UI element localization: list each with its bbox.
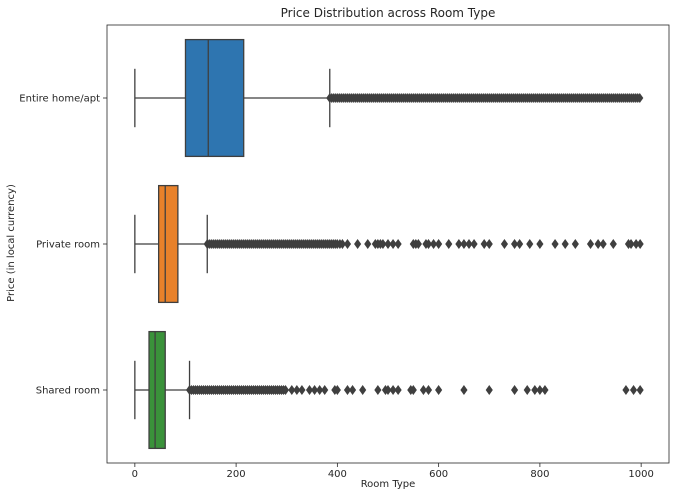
- y-tick-label: Private room: [36, 240, 100, 251]
- outlier-point: [298, 384, 306, 396]
- outlier-point: [311, 384, 319, 396]
- outlier-point: [636, 238, 644, 250]
- outlier-point: [622, 384, 630, 396]
- outlier-point: [384, 384, 392, 396]
- y-axis-label: Price (in local currency): [6, 184, 17, 302]
- outlier-point: [394, 384, 402, 396]
- outlier-point: [374, 384, 382, 396]
- outlier-point: [455, 238, 463, 250]
- x-tick-label: 0: [132, 469, 138, 480]
- outlier-point: [424, 384, 433, 396]
- outlier-point: [629, 384, 638, 396]
- y-axis-ticks: Entire home/apt Private room Shared room: [19, 94, 107, 397]
- outliers: [326, 92, 644, 104]
- x-axis-ticks: 0 200 400 600 800 1000: [132, 463, 654, 480]
- outlier-point: [470, 238, 478, 250]
- outlier-point: [636, 384, 644, 396]
- outlier-point: [586, 238, 595, 250]
- outlier-point: [561, 238, 569, 250]
- outlier-point: [338, 238, 347, 250]
- y-tick-label: Shared room: [36, 386, 100, 397]
- outlier-point: [571, 238, 579, 250]
- outlier-point: [594, 238, 602, 250]
- outlier-point: [281, 384, 290, 396]
- outlier-point: [485, 238, 493, 250]
- outlier-point: [394, 238, 402, 250]
- outlier-point: [354, 238, 362, 250]
- x-tick-label: 200: [227, 469, 246, 480]
- outlier-point: [485, 384, 493, 396]
- outlier-point: [526, 238, 534, 250]
- outlier-point: [343, 238, 352, 250]
- box: [157, 184, 179, 304]
- outlier-point: [435, 384, 443, 396]
- outliers: [203, 238, 644, 250]
- outlier-point: [465, 238, 473, 250]
- outlier-point: [424, 238, 433, 250]
- outlier-point: [409, 384, 417, 396]
- outlier-point: [511, 384, 519, 396]
- chart-title: Price Distribution across Room Type: [281, 6, 496, 20]
- outlier-point: [541, 384, 549, 396]
- outlier-point: [460, 238, 468, 250]
- outlier-point: [531, 384, 539, 396]
- x-axis-label: Room Type: [361, 479, 416, 490]
- box-group: [134, 38, 644, 158]
- outlier-point: [435, 238, 443, 250]
- outlier-point: [333, 384, 341, 396]
- x-tick-label: 800: [530, 469, 549, 480]
- outlier-point: [316, 384, 324, 396]
- box: [184, 38, 245, 158]
- box: [148, 330, 166, 450]
- outlier-point: [343, 384, 352, 396]
- outlier-point: [536, 384, 544, 396]
- box-group: [134, 330, 644, 450]
- outlier-point: [445, 238, 453, 250]
- outlier-point: [305, 384, 314, 396]
- outlier-point: [599, 238, 607, 250]
- plot-area: [134, 38, 644, 450]
- x-tick-label: 400: [328, 469, 347, 480]
- outlier-point: [480, 238, 488, 250]
- outlier-point: [627, 238, 635, 250]
- outlier-point: [636, 92, 644, 104]
- outlier-point: [321, 384, 329, 396]
- outlier-point: [511, 238, 519, 250]
- outlier-point: [364, 238, 372, 250]
- outlier-point: [359, 384, 367, 396]
- outlier-point: [293, 384, 301, 396]
- outliers: [185, 384, 644, 396]
- outlier-point: [429, 238, 438, 250]
- outlier-point: [460, 384, 468, 396]
- outlier-point: [288, 384, 296, 396]
- outlier-point: [500, 238, 509, 250]
- outlier-point: [419, 384, 428, 396]
- box-group: [134, 184, 644, 304]
- outlier-point: [384, 238, 392, 250]
- outlier-point: [348, 384, 357, 396]
- outlier-point: [389, 238, 397, 250]
- y-tick-label: Entire home/apt: [19, 94, 100, 105]
- outlier-point: [389, 384, 397, 396]
- outlier-point: [516, 238, 524, 250]
- outlier-point: [609, 238, 617, 250]
- x-tick-label: 1000: [628, 469, 653, 480]
- outlier-point: [414, 238, 422, 250]
- outlier-point: [379, 238, 387, 250]
- outlier-point: [523, 384, 531, 396]
- outlier-point: [536, 238, 544, 250]
- x-tick-label: 600: [429, 469, 448, 480]
- outlier-point: [551, 238, 559, 250]
